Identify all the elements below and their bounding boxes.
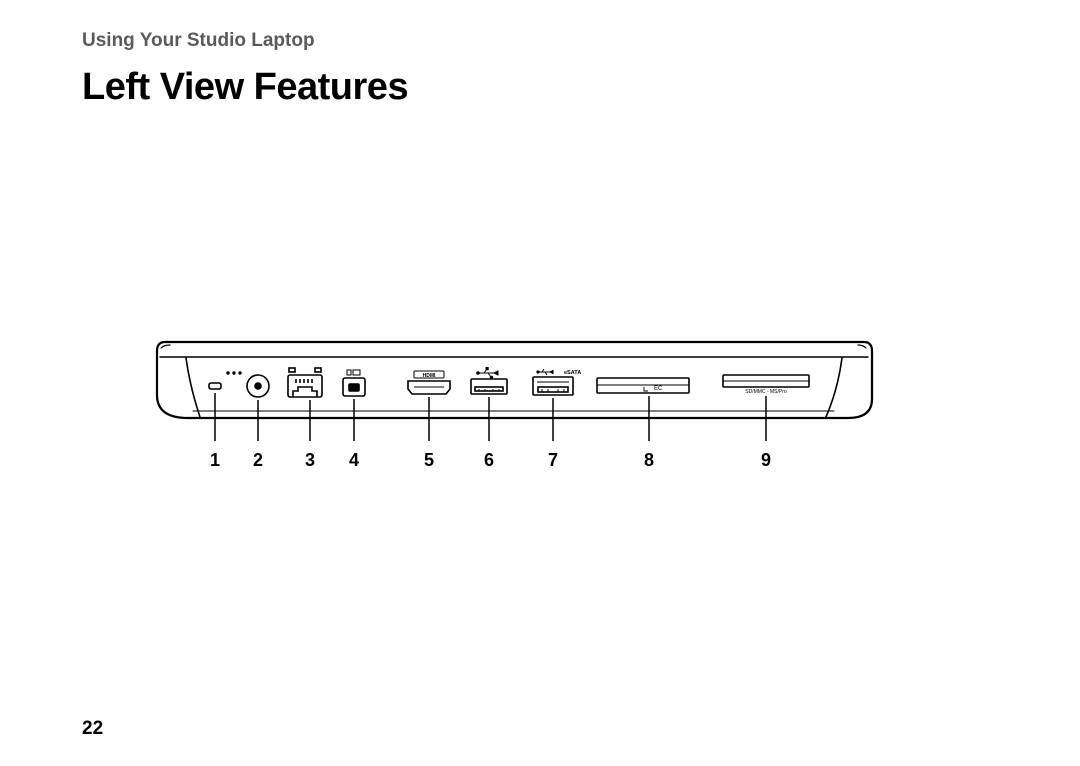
page-number: 22	[82, 718, 103, 740]
callout-4: 4	[349, 450, 359, 471]
svg-text:EC: EC	[654, 386, 663, 392]
callout-6: 6	[484, 450, 494, 471]
laptop-left-view-diagram: HDMI	[148, 333, 880, 473]
svg-text:HDMI: HDMI	[423, 373, 436, 379]
callout-5: 5	[424, 450, 434, 471]
callout-2: 2	[253, 450, 263, 471]
manual-page: Using Your Studio Laptop Left View Featu…	[0, 0, 1080, 766]
callout-7: 7	[548, 450, 558, 471]
svg-text:eSATA: eSATA	[564, 370, 581, 376]
callout-9: 9	[761, 450, 771, 471]
callout-8: 8	[644, 450, 654, 471]
callout-3: 3	[305, 450, 315, 471]
svg-text:SD/MMC - MS/Pro: SD/MMC - MS/Pro	[745, 389, 787, 395]
callout-1: 1	[210, 450, 220, 471]
section-header: Using Your Studio Laptop	[82, 30, 315, 52]
page-title: Left View Features	[82, 66, 408, 109]
